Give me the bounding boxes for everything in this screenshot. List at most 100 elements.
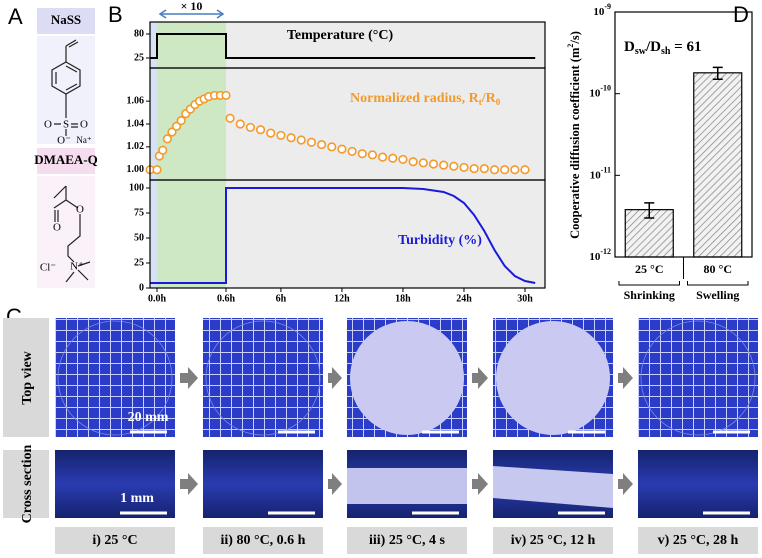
y-tick-label: 10-12 [589, 247, 611, 263]
plot-frame [614, 11, 753, 258]
data-point [337, 144, 347, 154]
arrow [472, 473, 488, 495]
data-point [428, 159, 439, 169]
subplot-title: Normalized radius, Rt/R0 [350, 91, 501, 107]
annotation: Dsw/Dsh = 61 [624, 39, 701, 57]
subplot-title: Temperature (°C) [287, 28, 394, 43]
scale-label: 20 mm [128, 410, 169, 425]
row-label-box [3, 318, 49, 437]
data-point [225, 113, 235, 123]
atom: Na⁺ [76, 135, 91, 145]
arrow [618, 367, 633, 389]
y-tick-label: 75 [134, 207, 144, 218]
annotation-part: = 61 [670, 39, 701, 55]
structure [53, 185, 91, 283]
title-part: /R [481, 91, 497, 106]
title-part: t [479, 97, 482, 107]
group-bracket [618, 281, 680, 286]
data-point [176, 115, 186, 126]
atom: O [80, 119, 88, 131]
data-point [327, 142, 337, 152]
y-tick-label: 10-10 [589, 83, 611, 99]
data-point [408, 157, 418, 167]
data-point [167, 127, 177, 137]
data-point [266, 128, 276, 138]
x-tick-label: 0.6h [217, 293, 236, 304]
photo [203, 450, 323, 518]
row-label: Top view [20, 350, 35, 404]
data-point [296, 135, 306, 145]
annotation-part: D [624, 39, 635, 55]
arrow [472, 367, 488, 389]
data-point [500, 165, 510, 175]
gel-disc [350, 321, 464, 435]
caption: iii) 25 °C, 4 s [369, 533, 446, 548]
heating-shade [157, 22, 226, 288]
gel-disc [205, 320, 321, 436]
caption-box [203, 527, 323, 554]
atom: O [53, 222, 61, 234]
caption: iv) 25 °C, 12 h [511, 533, 596, 548]
y-tick-label: 10-11 [590, 165, 611, 181]
atom: N⁺ [70, 261, 84, 273]
label-part: /s) [568, 31, 582, 45]
y-tick-label: 100 [129, 182, 144, 193]
error-bar [644, 202, 655, 219]
annotation-part: /D [645, 39, 661, 55]
atom: O⁻ [57, 135, 71, 147]
data-point [367, 150, 378, 160]
row-label: Cross section [20, 444, 35, 523]
data-point [449, 161, 459, 171]
data-line [150, 187, 536, 284]
atom: Cl⁻ [40, 262, 56, 274]
arrow [328, 473, 342, 495]
data-point [152, 165, 162, 175]
y-tick-label: 1.02 [127, 141, 145, 152]
gel-section [493, 466, 613, 508]
photo [55, 450, 175, 518]
atom: O [44, 119, 52, 131]
y-axis-label: Cooperative diffusion coefficient (m2/s) [566, 31, 582, 239]
y-tick-label: 10-9 [593, 2, 611, 18]
row-label-box [3, 450, 49, 518]
range-annotation: × 10 [181, 0, 203, 13]
data-line [150, 33, 536, 59]
caption: v) 25 °C, 28 h [658, 533, 739, 548]
data-point [469, 163, 479, 174]
baseline-shade [150, 22, 157, 288]
data-point [158, 145, 168, 155]
caption-box [55, 527, 175, 554]
monomer-name: DMAEA-Q [34, 152, 98, 167]
data-point [162, 134, 172, 144]
data-point [459, 162, 469, 173]
data-point [479, 163, 489, 174]
y-tick-label: 1.00 [127, 164, 145, 175]
data-point [388, 153, 398, 163]
label-part: 2 [566, 44, 575, 48]
arrow [618, 473, 633, 495]
name-box [37, 8, 95, 34]
y-tick-label: 25 [134, 257, 144, 268]
label-part: Cooperative diffusion coefficient (m [568, 47, 582, 239]
x-tick-label: 18h [395, 293, 411, 304]
caption-box [638, 527, 758, 554]
group-label: Shrinking [624, 288, 675, 302]
arrow [328, 367, 342, 389]
data-point [347, 146, 357, 157]
title-part: 0 [496, 97, 501, 107]
bar [693, 72, 743, 258]
monomer-name: NaSS [51, 12, 81, 27]
arrow [180, 473, 198, 495]
photos: i) 25 °C ii) 80 °C, 0.6 h iii) 25 °C, 4 s i… [55, 318, 758, 554]
atom: S [63, 119, 69, 131]
data-point [520, 165, 530, 175]
data-point [306, 137, 317, 147]
x-tick-label: 12h [334, 293, 350, 304]
arrow [180, 367, 198, 389]
data-point [510, 165, 520, 175]
data-point [489, 165, 500, 175]
atom: O [76, 204, 84, 216]
title-part: Normalized radius, R [350, 91, 480, 106]
y-tick-label: 50 [134, 232, 144, 243]
x-tick-label: 6h [276, 293, 287, 304]
